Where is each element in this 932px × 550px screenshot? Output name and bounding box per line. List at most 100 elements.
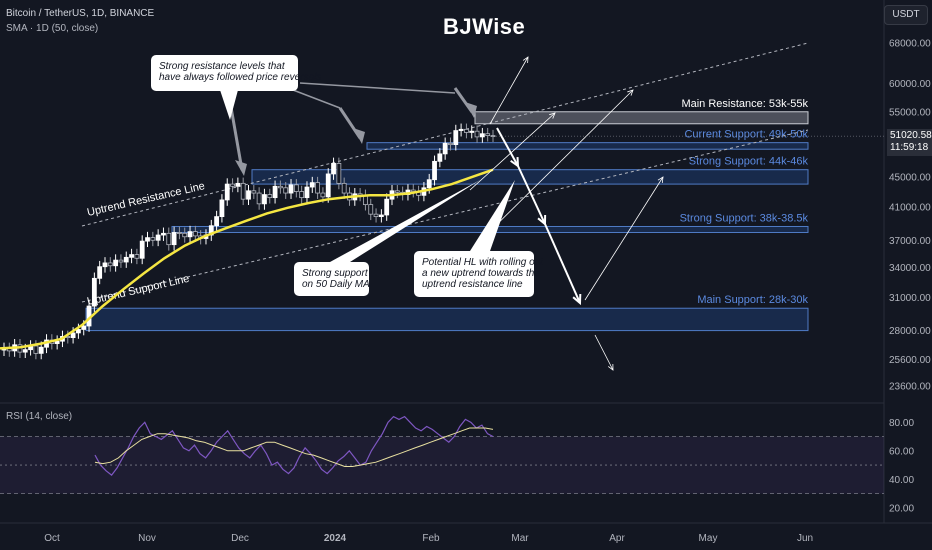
candle-body xyxy=(54,340,60,344)
candle-body xyxy=(479,133,485,138)
time-tick-label: Mar xyxy=(511,533,529,544)
candle-body xyxy=(464,128,469,133)
candle-body xyxy=(134,254,140,259)
candle-body xyxy=(432,160,437,181)
zone-label: Main Resistance: 53k-55k xyxy=(681,98,808,110)
candle-body xyxy=(224,183,230,201)
candle-body xyxy=(341,182,347,194)
forecast-arrow xyxy=(517,165,546,225)
price-tick-label: 45000.00 xyxy=(889,172,931,183)
candle-body xyxy=(267,194,273,199)
time-tick-label: Oct xyxy=(44,533,60,544)
candle-body xyxy=(373,213,379,218)
forecast-arrow xyxy=(489,56,529,125)
candle-body xyxy=(309,182,315,188)
candle-body xyxy=(277,185,283,189)
candle-body xyxy=(161,232,166,236)
forecast-arrow xyxy=(496,127,519,167)
rsi-tick-label: 40.00 xyxy=(889,475,914,486)
forecast-arrowhead xyxy=(627,89,634,96)
sma-callout-tail xyxy=(330,180,480,262)
callout-pointer-head xyxy=(353,128,365,144)
sma-legend: SMA · 1D (50, close) xyxy=(6,23,99,34)
price-tick-label: 23600.00 xyxy=(889,382,931,393)
candle-body xyxy=(251,190,257,194)
candle-body xyxy=(394,190,400,193)
candle-body xyxy=(123,256,129,263)
forecast-arrowhead xyxy=(522,56,529,64)
uptrend-resistance-line xyxy=(81,42,809,227)
time-tick-label: Dec xyxy=(231,533,249,544)
forecast-arrow xyxy=(584,176,664,301)
rsi-tick-label: 20.00 xyxy=(889,503,914,514)
candle-body xyxy=(76,329,81,334)
candle-body xyxy=(325,173,331,198)
zone-label: Main Support: 28k-30k xyxy=(697,294,808,306)
candle-body xyxy=(299,191,305,199)
candle-body xyxy=(38,346,44,354)
candle-body xyxy=(315,182,320,194)
candle-body xyxy=(81,325,87,330)
time-tick-label: 2024 xyxy=(324,533,347,544)
price-tick-label: 28000.00 xyxy=(889,326,931,337)
candle-body xyxy=(171,232,177,246)
candle-body xyxy=(485,133,491,137)
hl-callout-text: Potential HL with rolling out a new uptre… xyxy=(422,257,544,290)
candle-body xyxy=(166,232,172,246)
candle-body xyxy=(107,262,113,267)
candle-body xyxy=(262,194,267,205)
candle-body xyxy=(150,237,156,241)
candle-body xyxy=(129,254,134,258)
sma-line xyxy=(0,168,494,350)
candle-body xyxy=(320,192,326,198)
sma-callout-text: Strong support on 50 Daily MA xyxy=(302,268,370,290)
candle-body xyxy=(155,234,161,241)
candle-body xyxy=(230,183,235,187)
time-tick-label: May xyxy=(699,533,718,544)
rsi-tick-label: 60.00 xyxy=(889,446,914,457)
last-price: 51020.58 xyxy=(890,130,932,141)
forecast-arrow xyxy=(594,334,614,371)
bar-countdown: 11:59:18 xyxy=(890,142,929,153)
price-zone xyxy=(85,307,809,332)
zone-label: Strong Support: 44k-46k xyxy=(689,156,809,168)
candle-body xyxy=(91,277,97,307)
time-tick-label: Apr xyxy=(609,533,625,544)
resistance-callout-text: Strong resistance levels that have always… xyxy=(159,61,321,83)
time-tick-label: Jun xyxy=(797,533,813,544)
candle-body xyxy=(192,231,198,237)
candle-body xyxy=(182,232,188,238)
price-zone xyxy=(474,111,809,125)
hl-callout-tail xyxy=(470,180,515,251)
candle-body xyxy=(246,190,251,200)
candle-body xyxy=(331,163,336,175)
price-zone xyxy=(366,142,809,150)
candle-body xyxy=(235,182,241,187)
price-tick-label: 60000.00 xyxy=(889,79,931,90)
rsi-line xyxy=(94,415,494,476)
candle-body xyxy=(177,232,182,234)
price-zone xyxy=(251,169,809,185)
forecast-arrowhead xyxy=(549,112,556,119)
candle-body xyxy=(426,179,432,189)
rsi-ma-line xyxy=(94,427,494,467)
candle-body xyxy=(214,216,220,227)
candle-body xyxy=(288,184,294,194)
forecast-arrowhead xyxy=(657,176,664,184)
price-tick-label: 31000.00 xyxy=(889,293,931,304)
candle-body xyxy=(304,186,310,199)
callout-pointer-head xyxy=(235,160,247,176)
price-tick-label: 55000.00 xyxy=(889,107,931,118)
callout-pointer xyxy=(299,82,456,94)
rsi-legend: RSI (14, close) xyxy=(6,411,73,422)
forecast-arrowhead xyxy=(572,293,582,306)
uptrend-support-line xyxy=(81,129,809,303)
brand-watermark: BJWise xyxy=(443,14,526,39)
price-tick-label: 25600.00 xyxy=(889,355,931,366)
candle-body xyxy=(437,153,443,162)
currency-button[interactable]: USDT xyxy=(884,5,928,25)
candle-body xyxy=(145,237,150,242)
price-tick-label: 41000.00 xyxy=(889,202,931,213)
hl-callout xyxy=(414,251,534,297)
